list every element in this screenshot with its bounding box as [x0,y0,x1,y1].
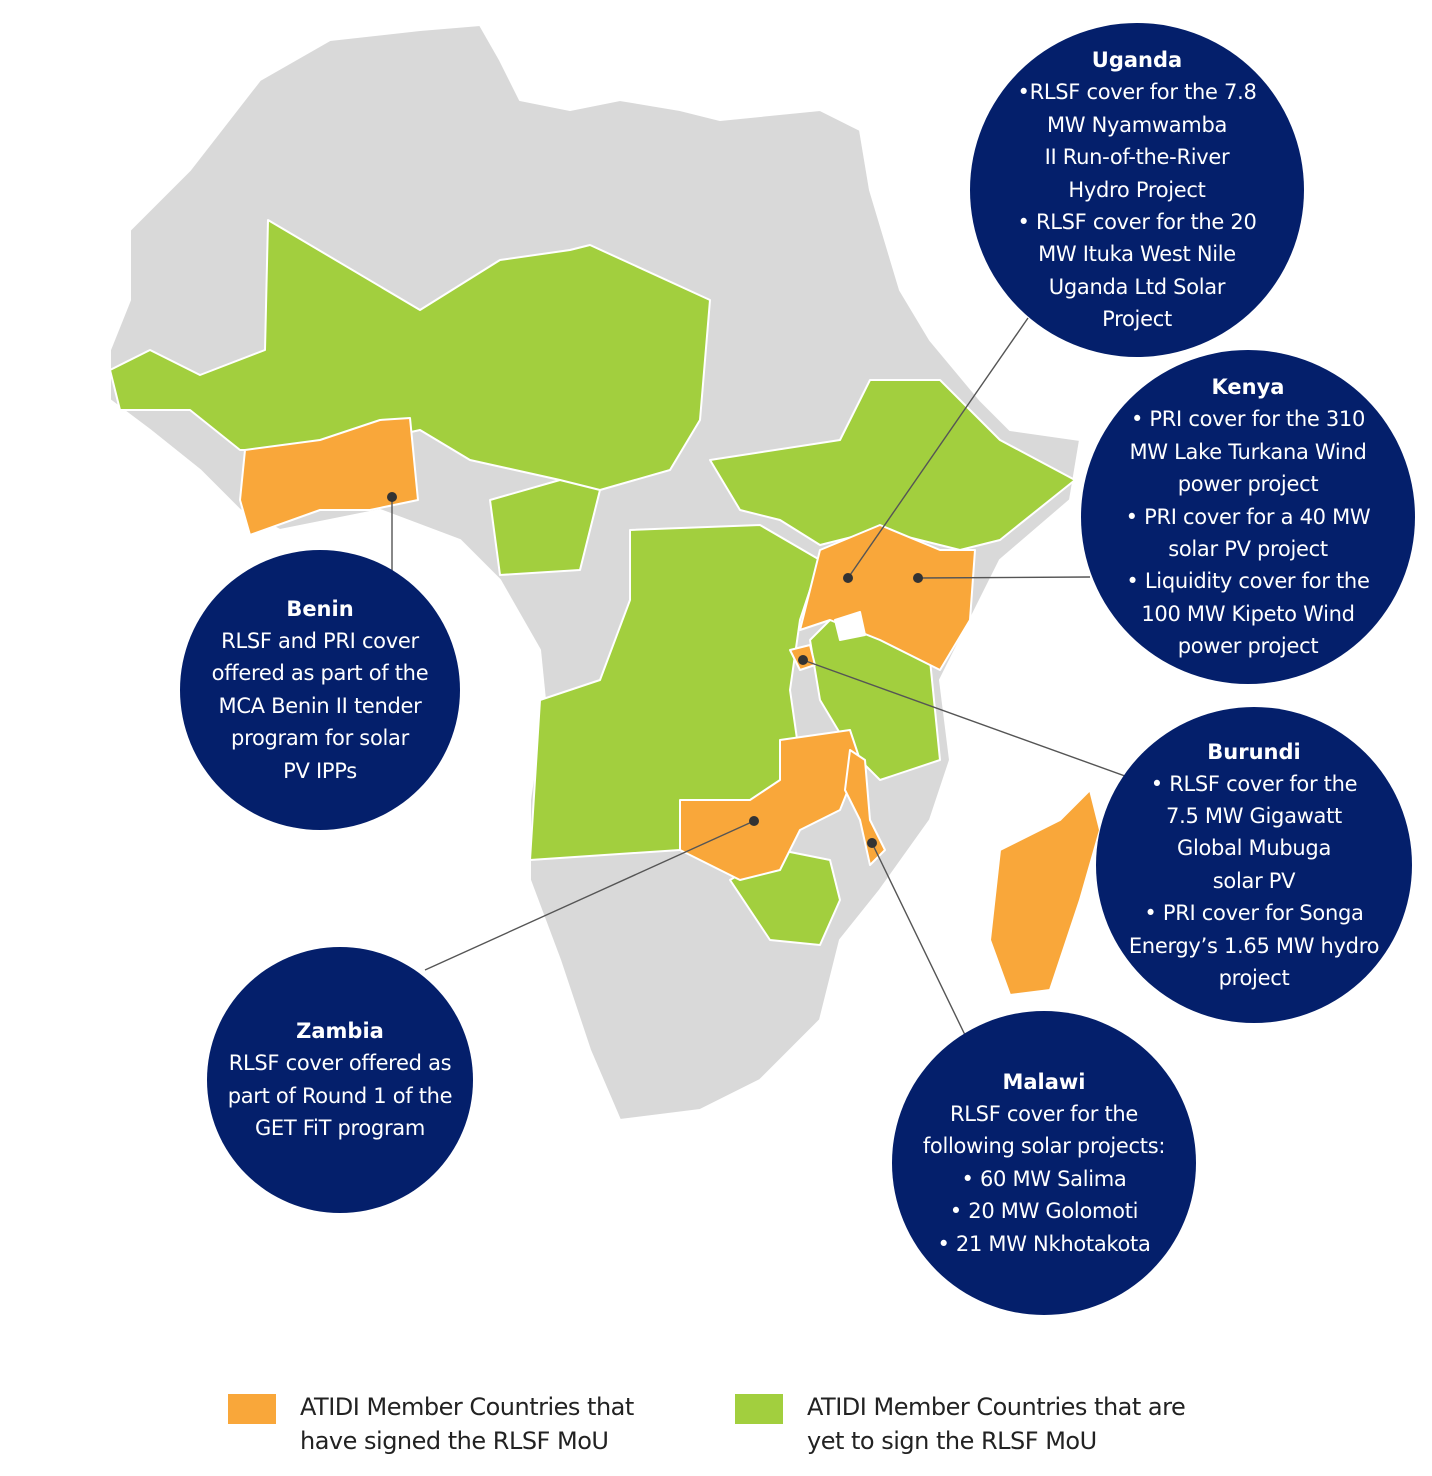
legend-swatch-signed [228,1394,276,1424]
callout-title: Kenya [1211,375,1285,400]
callout-line: part of Round 1 of the [227,1083,453,1108]
location-dot-malawi [867,838,877,848]
callout-line: GET FiT program [254,1116,426,1141]
callout-line: MW Ituka West Nile [1038,242,1236,267]
callout-line: solar PV [1212,868,1296,893]
legend-text-line: ATIDI Member Countries that are [807,1393,1186,1421]
lake-victoria [834,611,866,641]
callout-line: power project [1177,634,1319,659]
location-dot-uganda [843,573,853,583]
callout-line: • 60 MW Salima [961,1166,1127,1191]
callout-title: Burundi [1207,739,1301,764]
region-malawi [844,749,886,866]
legend-signed: ATIDI Member Countries that have signed … [228,1390,634,1458]
callout-kenya: Kenya • PRI cover for the 310 MW Lake Turk… [1081,350,1415,684]
callout-line: project [1218,966,1290,991]
callout-uganda: Uganda •RLSF cover for the 7.8 MW Nyamwamb… [970,23,1304,357]
location-dot-zambia [749,816,759,826]
callout-burundi: Burundi • RLSF cover for the 7.5 MW Gigawa… [1096,707,1412,1023]
callout-malawi: Malawi RLSF cover for the following solar … [892,1011,1196,1315]
callout-line: 7.5 MW Gigawatt [1166,803,1342,828]
callout-line: PV IPPs [283,758,357,783]
callout-line: Energy’s 1.65 MW hydro [1128,933,1380,958]
callout-line: solar PV project [1168,537,1328,561]
callout-line: program for solar [231,726,409,751]
callout-line: MW Nyamwamba [1046,112,1228,137]
leader-line-kenya [917,576,1091,579]
callout-line: power project [1177,472,1319,497]
legend-label-yet-to-sign: ATIDI Member Countries that are yet to s… [807,1390,1186,1458]
location-dot-benin [387,492,397,502]
callout-line: RLSF cover for the [949,1101,1139,1126]
leader-line-burundi [802,659,1151,786]
legend-label-signed: ATIDI Member Countries that have signed … [300,1390,634,1458]
callout-line: MCA Benin II tender [218,693,422,718]
location-dot-burundi [798,655,808,665]
leader-line-malawi [871,842,966,1036]
callout-line: • RLSF cover for the [1150,771,1358,796]
legend-text-line: yet to sign the RLSF MoU [807,1427,1097,1455]
callout-line: • PRI cover for Songa [1144,901,1364,926]
location-dot-kenya [913,573,923,583]
callout-line: Uganda Ltd Solar [1048,274,1226,299]
callout-line: MW Lake Turkana Wind [1129,439,1367,464]
callout-line: 100 MW Kipeto Wind [1141,601,1355,626]
callout-line: II Run-of-the-River [1044,145,1230,170]
leader-line-zambia [424,820,755,971]
legend-text-line: ATIDI Member Countries that [300,1393,634,1421]
callout-line: Global Mubuga [1176,836,1332,861]
region-uganda-kenya [799,524,976,671]
callout-title: Benin [286,596,354,621]
callout-line: • Liquidity cover for the [1126,569,1370,594]
callout-line: • PRI cover for a 40 MW [1125,504,1371,529]
callout-line: Project [1102,307,1172,332]
callout-line: • RLSF cover for the 20 [1017,210,1257,234]
callout-line: Hydro Project [1068,177,1206,202]
callout-title: Zambia [296,1019,384,1044]
callout-line: RLSF and PRI cover [221,628,419,653]
region-madagascar [989,789,1101,996]
legend-text-line: have signed the RLSF MoU [300,1427,609,1455]
callout-title: Uganda [1091,48,1183,73]
callout-line: offered as part of the [211,661,429,686]
callout-line: • 21 MW Nkhotakota [937,1231,1151,1256]
callout-line: RLSF cover offered as [228,1051,452,1076]
callout-line: following solar projects: [922,1134,1166,1159]
callout-line: • PRI cover for the 310 [1130,407,1366,432]
callout-line: • 20 MW Golomoti [949,1199,1139,1224]
legend-yet-to-sign: ATIDI Member Countries that are yet to s… [735,1390,1186,1458]
region-ivory-coast-ghana-togo-benin [239,417,419,536]
callout-line: •RLSF cover for the 7.8 [1017,80,1257,105]
region-cameroon-car [489,479,601,576]
region-south-sudan-ethiopia [709,379,1076,551]
leader-line-uganda [847,317,1029,579]
callout-title: Malawi [1002,1069,1086,1094]
legend-swatch-yet-to-sign [735,1394,783,1424]
callout-zambia: Zambia RLSF cover offered as part of Round… [207,947,473,1213]
callout-benin: Benin RLSF and PRI cover offered as part o… [180,550,460,830]
